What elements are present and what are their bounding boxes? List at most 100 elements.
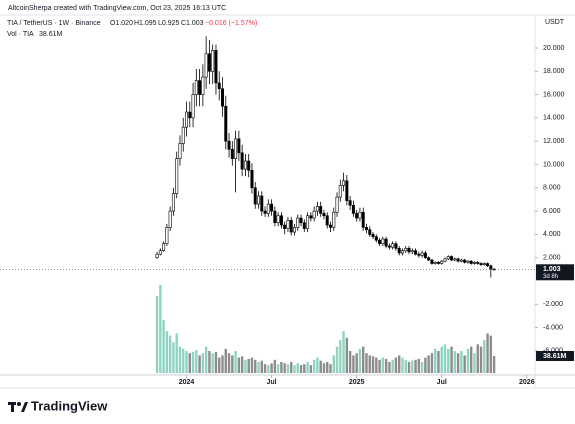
candle-body [472, 262, 476, 264]
volume-bar [339, 340, 342, 373]
volume-bar [303, 364, 306, 373]
candle-body [463, 259, 467, 263]
candle-body [440, 260, 444, 264]
candle-body [391, 243, 395, 248]
candle-body [224, 105, 228, 142]
volume-bar [440, 346, 443, 373]
volume-bar [456, 353, 460, 373]
footer-logo [8, 402, 28, 412]
candle-body [250, 170, 254, 189]
volume-bar [466, 348, 470, 373]
volume-bar [237, 357, 241, 373]
candle-body [345, 180, 349, 201]
candle-body [404, 248, 408, 251]
volume-bar [247, 358, 250, 373]
candle-body [214, 50, 218, 84]
last-price-box [536, 264, 574, 281]
candle-body [325, 215, 329, 226]
candle-body [361, 211, 365, 228]
volume-bar [414, 359, 417, 373]
candle-body [207, 53, 211, 72]
volume-bar [312, 359, 316, 373]
y-tick-label: -2.000 [543, 301, 563, 308]
x-tick-label: Jul [437, 379, 447, 386]
candle-body [479, 263, 483, 265]
volume-bar [463, 355, 466, 373]
candle-body [381, 238, 385, 244]
candle-body [175, 158, 179, 194]
candle-body [155, 253, 159, 258]
volume-bar [368, 355, 371, 373]
volume-bar [447, 348, 450, 373]
candle-body [188, 111, 192, 119]
volume-bar [162, 320, 165, 373]
volume-bar [352, 355, 355, 373]
candle-body [476, 262, 480, 264]
candle-body [299, 217, 303, 224]
volume-bar [476, 344, 479, 373]
volume-bar [260, 360, 263, 373]
volume-bar [227, 353, 231, 373]
ohlc-close: C1.003 [181, 20, 204, 27]
candle-body [158, 250, 162, 255]
ohlc-low: L0.925 [158, 20, 180, 27]
candle-body [407, 248, 411, 253]
volume-bar [483, 340, 486, 373]
volume-bar [155, 296, 159, 373]
volume-bar [267, 365, 270, 373]
candle-body [309, 215, 313, 219]
volume-bar [460, 351, 463, 373]
candle-body [358, 211, 362, 219]
candle-body [230, 149, 234, 159]
candle-body [335, 196, 339, 213]
volume-bar [296, 363, 299, 373]
candle-body [430, 259, 434, 264]
candle-body [165, 227, 169, 244]
volume-bar [365, 353, 368, 373]
candle-body [289, 220, 293, 233]
x-tick-label: 2026 [519, 379, 535, 386]
candle-body [171, 193, 175, 212]
candle-body [178, 143, 182, 159]
volume-value: 38.61M [39, 31, 63, 38]
volume-bar [273, 359, 277, 373]
candle-body [450, 256, 454, 261]
volume-bar [276, 364, 280, 373]
volume-bar [224, 348, 227, 373]
y-tick-label: 20.000 [543, 45, 565, 52]
volume-bar [469, 346, 473, 373]
volume-bar [244, 359, 247, 373]
candle-body [486, 263, 490, 267]
logo-stem [11, 402, 14, 412]
volume-bar [201, 353, 205, 373]
candle-body [253, 187, 257, 205]
candle-body [217, 82, 221, 90]
volume-bar [280, 362, 283, 373]
x-tick-label: 2025 [349, 379, 365, 386]
plot: -6.000-4.000-2.0002.0004.0006.0008.00010… [0, 36, 574, 386]
candle-body [355, 213, 359, 219]
y-tick-label: 16.000 [543, 91, 565, 98]
volume-bar [450, 346, 453, 373]
candle-body [257, 195, 261, 205]
candle-body [436, 262, 440, 264]
candle-body [374, 236, 378, 241]
volume-bar [479, 346, 483, 373]
volume-bar [165, 331, 169, 373]
candle-body [276, 215, 280, 224]
volume-bar [443, 344, 447, 373]
y-tick-label: 6.000 [543, 208, 561, 215]
volume-bar [198, 355, 201, 373]
candle-body [414, 250, 418, 255]
volume-bar [388, 362, 391, 373]
volume-bar [214, 351, 218, 373]
volume-bar [401, 357, 404, 373]
symbol: TIA / TetherUS · 1W · Binance [7, 20, 101, 27]
volume-bar [195, 350, 198, 373]
volume-bar [185, 351, 188, 373]
volume-bar [208, 351, 211, 373]
y-axis-label: USDT [545, 19, 565, 26]
attribution: AltcoinSherpa created with TradingView.c… [8, 5, 226, 12]
volume-value-label: 38.61M [543, 353, 567, 360]
y-tick-label: 12.000 [543, 138, 565, 145]
